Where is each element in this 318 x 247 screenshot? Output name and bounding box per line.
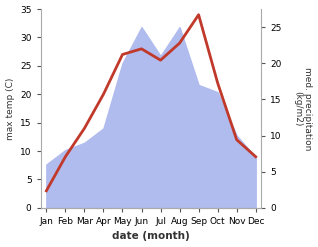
X-axis label: date (month): date (month) [112,231,190,242]
Y-axis label: med. precipitation
(kg/m2): med. precipitation (kg/m2) [293,67,313,150]
Y-axis label: max temp (C): max temp (C) [5,77,15,140]
